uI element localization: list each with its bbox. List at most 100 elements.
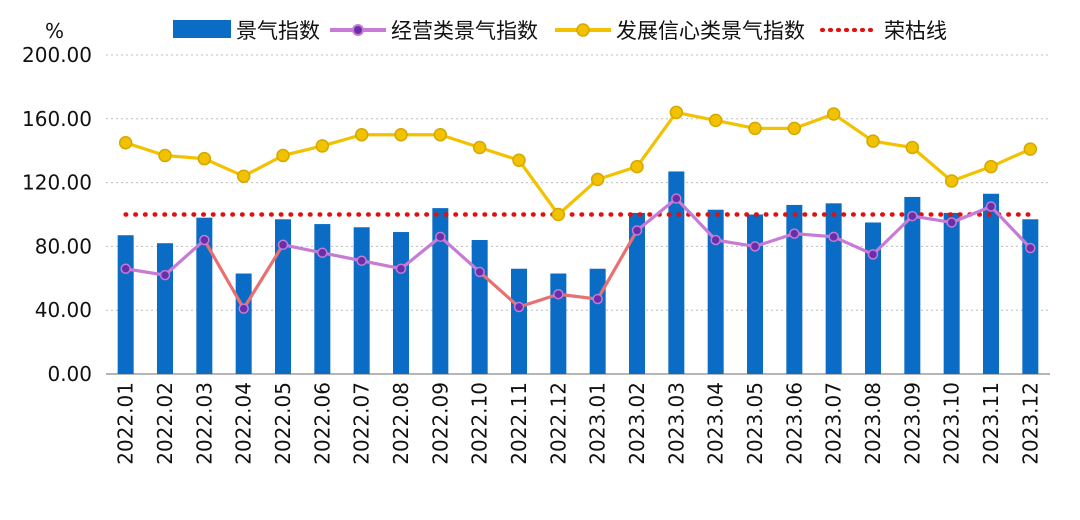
x-tick-label: 2023.12: [1018, 382, 1042, 465]
x-tick-label: 2022.03: [192, 382, 216, 465]
series-marker: [354, 128, 369, 142]
bar: [157, 243, 173, 374]
series-line-segment: [242, 243, 285, 311]
bar: [432, 208, 449, 374]
legend-label: 经营类景气指数: [391, 19, 538, 43]
series-marker: [120, 263, 131, 274]
x-tick-label: 2023.06: [782, 382, 806, 465]
x-tick-label: 2022.09: [428, 382, 452, 465]
series-marker: [551, 207, 566, 222]
series-marker: [277, 239, 289, 251]
bar: [471, 240, 488, 374]
bar: [629, 212, 645, 374]
series-marker: [748, 121, 762, 136]
y-tick-label: 40.00: [35, 298, 92, 322]
x-tick-label: 2022.04: [232, 382, 256, 465]
series-line-segment: [596, 228, 639, 301]
series-marker: [669, 105, 684, 120]
bar: [825, 203, 842, 374]
series-marker: [905, 140, 920, 155]
bar: [943, 212, 960, 374]
series-line-segment: [989, 204, 1032, 250]
series-marker: [1025, 242, 1036, 254]
bar: [550, 273, 567, 374]
legend-swatch-bar: [173, 20, 231, 38]
x-tick-label: 2023.05: [743, 382, 767, 465]
series-line-segment: [792, 232, 836, 239]
bar: [393, 232, 409, 374]
series-marker: [787, 121, 802, 136]
series-line-segment: [124, 267, 167, 277]
series-marker: [708, 113, 723, 128]
series-marker: [866, 134, 880, 148]
series-marker: [553, 289, 564, 300]
series-marker: [946, 217, 957, 228]
series-marker: [630, 159, 644, 174]
y-tick-label: 80.00: [35, 234, 92, 258]
bar: [589, 268, 606, 374]
x-tick-label: 2022.07: [350, 382, 374, 465]
legend-swatch-marker: [352, 24, 364, 36]
series-line-segment: [320, 251, 364, 263]
legend-label: 发展信心类景气指数: [616, 19, 805, 43]
series-marker: [238, 303, 249, 314]
x-tick-label: 2023.09: [900, 382, 924, 465]
x-tick-label: 2022.10: [468, 382, 492, 465]
series-marker: [749, 241, 761, 252]
series-marker: [512, 153, 526, 168]
x-tick-label: 2023.08: [861, 382, 885, 465]
y-tick-label: 120.00: [22, 171, 92, 195]
series-marker: [671, 193, 682, 204]
series-marker: [118, 135, 133, 150]
bar: [1022, 219, 1039, 374]
x-tick-label: 2022.08: [389, 382, 413, 465]
series-line-segment: [281, 243, 324, 255]
grid: [106, 54, 1050, 375]
series-line-segment: [399, 235, 442, 271]
bar: [196, 217, 213, 374]
legend-swatch-marker: [576, 23, 590, 37]
series-line-segment: [163, 238, 206, 277]
bar: [275, 219, 291, 374]
series-marker: [828, 231, 839, 243]
y-tick-label: 200.00: [22, 43, 92, 67]
series-line-segment: [635, 196, 678, 233]
series-line-segment: [674, 196, 718, 242]
series-line-segment: [517, 292, 560, 309]
series-marker: [710, 234, 721, 246]
series-marker: [197, 151, 212, 166]
x-tick-label: 2022.05: [271, 382, 295, 465]
x-tick-label: 2023.02: [625, 382, 649, 465]
series-line-segment: [753, 232, 796, 248]
bar: [511, 268, 527, 374]
bar: [904, 196, 921, 374]
bar: [707, 209, 724, 374]
bar: [117, 235, 134, 374]
bar: [865, 222, 881, 374]
lines: [118, 105, 1038, 314]
y-tick-label: 0.00: [47, 362, 92, 386]
series-marker: [276, 148, 290, 163]
series-marker: [789, 228, 800, 239]
series-line-segment: [910, 214, 954, 225]
series-marker: [867, 249, 879, 260]
x-tick-label: 2023.10: [940, 382, 964, 465]
bars: [117, 171, 1039, 374]
x-tick-label: 2022.02: [153, 382, 177, 465]
series-line-segment: [950, 204, 993, 225]
series-marker: [236, 169, 251, 183]
series-marker: [907, 210, 918, 222]
series-line-segment: [871, 214, 914, 256]
series-marker: [984, 159, 998, 174]
bar: [747, 214, 763, 374]
bar: [353, 227, 370, 374]
series-marker: [985, 201, 997, 212]
series-marker: [317, 247, 328, 259]
x-tick-label: 2022.12: [546, 382, 570, 465]
series-marker: [474, 266, 485, 278]
series-marker: [826, 107, 841, 121]
bar: [668, 171, 685, 374]
series-marker: [944, 174, 959, 188]
y-axis-unit: %: [45, 19, 64, 43]
